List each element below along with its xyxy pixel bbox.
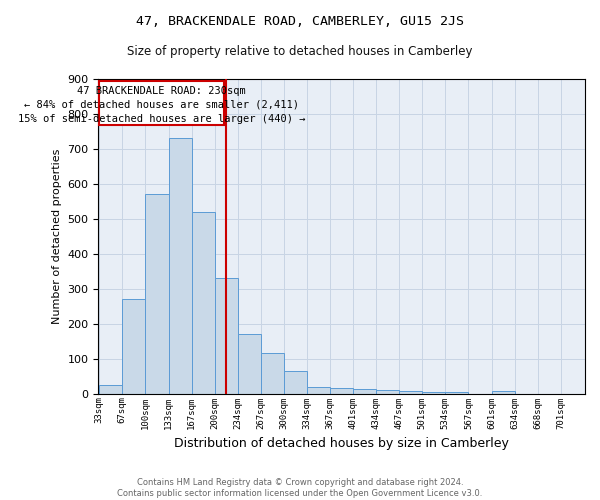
Bar [330, 388, 353, 394]
Bar [353, 390, 376, 394]
Bar [122, 299, 145, 394]
Bar [445, 392, 469, 394]
Text: 15% of semi-detached houses are larger (440) →: 15% of semi-detached houses are larger (… [18, 114, 305, 124]
Text: Size of property relative to detached houses in Camberley: Size of property relative to detached ho… [127, 45, 473, 58]
Bar [215, 278, 238, 394]
Text: Contains HM Land Registry data © Crown copyright and database right 2024.
Contai: Contains HM Land Registry data © Crown c… [118, 478, 482, 498]
Bar [307, 386, 330, 394]
FancyBboxPatch shape [99, 82, 224, 125]
Bar [376, 390, 399, 394]
Bar [284, 371, 307, 394]
X-axis label: Distribution of detached houses by size in Camberley: Distribution of detached houses by size … [174, 437, 509, 450]
Bar [169, 138, 191, 394]
Bar [238, 334, 261, 394]
Bar [399, 391, 422, 394]
Text: ← 84% of detached houses are smaller (2,411): ← 84% of detached houses are smaller (2,… [24, 100, 299, 110]
Bar [191, 212, 215, 394]
Bar [491, 391, 515, 394]
Bar [422, 392, 445, 394]
Bar [145, 194, 169, 394]
Y-axis label: Number of detached properties: Number of detached properties [52, 148, 62, 324]
Bar [99, 385, 122, 394]
Text: 47, BRACKENDALE ROAD, CAMBERLEY, GU15 2JS: 47, BRACKENDALE ROAD, CAMBERLEY, GU15 2J… [136, 15, 464, 28]
Bar [261, 354, 284, 394]
Text: 47 BRACKENDALE ROAD: 230sqm: 47 BRACKENDALE ROAD: 230sqm [77, 86, 246, 96]
